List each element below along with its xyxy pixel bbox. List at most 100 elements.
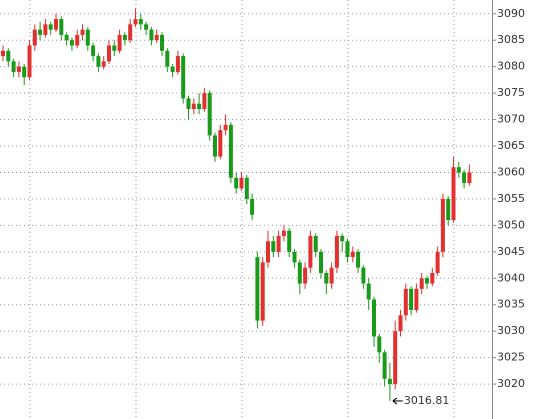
candle-body [382, 352, 387, 379]
candle-body [425, 278, 429, 284]
y-tick-label: 3045 [497, 245, 525, 258]
candle-body [377, 336, 382, 353]
candle-body [32, 29, 37, 46]
candle-body [260, 262, 265, 321]
candle-body [22, 66, 27, 78]
candle-body [356, 251, 361, 268]
candle-body [1, 50, 5, 57]
candle-body [350, 251, 355, 258]
y-tick-label: 3090 [497, 7, 525, 20]
candle-body [319, 251, 323, 273]
candle-body [419, 278, 424, 289]
y-tick-label: 3020 [497, 377, 525, 390]
candle-body [54, 19, 58, 30]
candle-body [207, 93, 212, 136]
candle-body [244, 177, 249, 199]
y-tick-label: 3080 [497, 60, 525, 73]
candle-body [324, 272, 329, 284]
candle-body [255, 257, 260, 321]
candle-body [197, 103, 202, 109]
candle-body [223, 124, 228, 131]
candle-body [462, 172, 467, 184]
y-tick-label: 3060 [497, 165, 525, 178]
candle-body [467, 172, 472, 184]
y-tick-label: 3075 [497, 86, 525, 99]
candle-body [175, 56, 180, 72]
candle-body [218, 130, 223, 157]
candle-body [186, 98, 191, 109]
candle-body [160, 34, 164, 51]
candle-body [154, 34, 159, 41]
candle-body [149, 29, 154, 41]
candle-body [414, 288, 419, 311]
candle-body [191, 103, 196, 109]
y-tick-label: 3085 [497, 33, 525, 46]
candle-body [393, 331, 398, 385]
candle-body [107, 45, 111, 62]
candle-body [446, 198, 451, 221]
candle-body [11, 61, 16, 72]
candle-body [91, 45, 96, 57]
y-tick-label: 3070 [497, 113, 525, 126]
candle-body [292, 251, 297, 263]
candle-body [287, 230, 292, 252]
candle-body [117, 34, 122, 51]
y-tick-label: 3025 [497, 351, 525, 364]
candle-body [409, 288, 414, 311]
candle-body [271, 241, 276, 252]
candle-body [334, 235, 339, 268]
candle-body [308, 235, 313, 268]
candle-body [456, 167, 461, 173]
candle-body [6, 50, 11, 62]
candle-body [165, 50, 170, 67]
candle-body [27, 45, 32, 78]
candle-body [234, 177, 239, 189]
candle-body [38, 29, 43, 35]
candle-body [16, 66, 21, 72]
candle-body [69, 40, 74, 46]
candle-body [85, 29, 90, 46]
candle-body [403, 288, 408, 316]
candle-body [276, 235, 281, 252]
candle-body [250, 198, 255, 215]
y-tick-label: 3050 [497, 218, 525, 231]
y-tick-label: 3040 [497, 271, 525, 284]
candle-body [313, 235, 318, 252]
candle-body [398, 315, 403, 332]
candle-body [122, 34, 127, 41]
candle-body [80, 29, 85, 35]
y-tick-label: 3030 [497, 324, 525, 337]
y-tick-label: 3055 [497, 192, 525, 205]
candle-body [340, 235, 345, 242]
candle-body [112, 45, 117, 51]
candle-body [239, 177, 244, 189]
candle-body [281, 230, 286, 236]
candle-body [170, 66, 175, 72]
candle-body [435, 251, 440, 273]
candle-body [228, 124, 233, 178]
candle-body [430, 272, 435, 284]
candle-body [266, 241, 270, 263]
candle-body [128, 24, 133, 41]
candle-body [96, 56, 101, 67]
candle-body [387, 378, 392, 385]
candle-body [138, 19, 143, 25]
candle-body [297, 262, 302, 284]
candle-body [181, 56, 186, 99]
candle-body [59, 19, 64, 35]
candle-body [64, 34, 69, 41]
candle-body [48, 24, 53, 30]
candle-body [133, 19, 138, 25]
candle-body [366, 283, 371, 300]
candle-body [213, 135, 217, 157]
y-tick-label: 3065 [497, 139, 525, 152]
candle-body [372, 299, 376, 337]
candle-body [451, 167, 456, 221]
candle-body [329, 267, 334, 284]
candle-body [144, 24, 149, 30]
annotation-label: 3016.81 [404, 394, 450, 407]
candle-body [101, 61, 106, 67]
candle-body [303, 267, 308, 284]
candle-body [361, 267, 366, 284]
